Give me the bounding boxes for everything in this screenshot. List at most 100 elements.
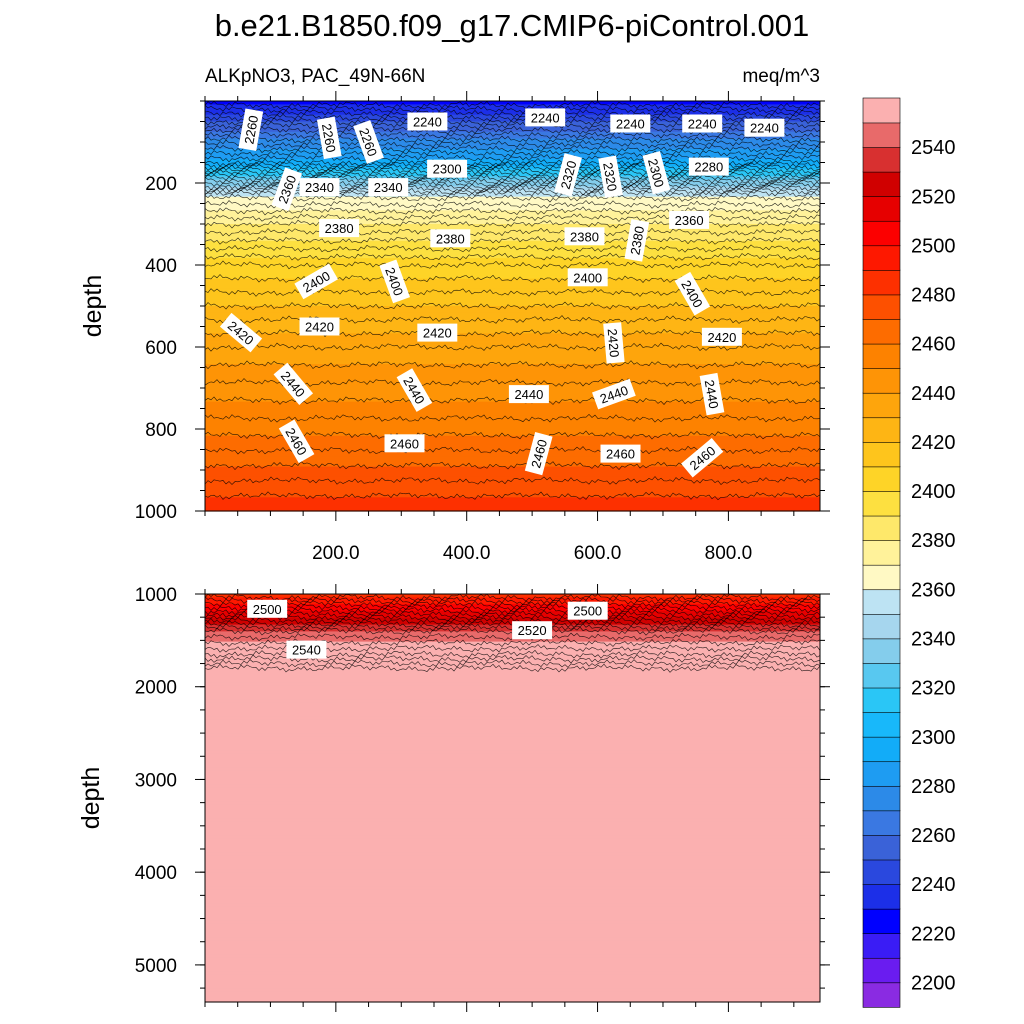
colorbar-box	[862, 982, 901, 1008]
contour-band	[205, 316, 820, 321]
contour-band	[205, 682, 820, 687]
colorbar-tick-label: 2280	[911, 776, 956, 798]
contour-line	[204, 260, 821, 270]
contour-band	[205, 357, 820, 362]
contour-band	[205, 835, 820, 840]
contour-band	[205, 422, 820, 427]
contour-label: 2540	[286, 640, 327, 659]
contour-band	[205, 974, 820, 979]
colorbar-box	[862, 662, 901, 689]
colorbar-box	[862, 539, 901, 566]
contour-band	[205, 920, 820, 925]
contour-band	[205, 940, 820, 945]
contour-band	[205, 411, 820, 416]
contour-band	[205, 278, 820, 283]
contour-band	[205, 726, 820, 731]
contour-band	[205, 849, 820, 853]
contour-line	[204, 125, 821, 135]
colorbar-box	[862, 220, 901, 247]
contour-label-bg	[610, 114, 651, 133]
contour-band	[205, 794, 820, 799]
contour-band	[205, 466, 820, 471]
contour-band	[205, 200, 820, 205]
contour-line	[204, 593, 821, 602]
contour-labels: 2500 2500 2520 2540	[247, 599, 608, 659]
colorbar-box	[862, 417, 901, 443]
contour-band	[205, 594, 820, 598]
contour-line	[204, 236, 821, 245]
colorbar-box	[862, 638, 901, 664]
colorbar-box	[862, 908, 901, 934]
contour-label: 2240	[610, 114, 651, 133]
contour-line	[204, 144, 821, 154]
contour-band	[205, 998, 820, 1003]
colorbar-box	[862, 367, 901, 394]
contour-band	[205, 866, 820, 870]
y-tick-label: 800	[145, 420, 177, 441]
contour-band	[205, 801, 820, 806]
contour-label-text: 2460	[606, 447, 635, 462]
contour-label-text: 2300	[645, 157, 667, 189]
contour-band	[205, 760, 820, 765]
contour-band	[205, 323, 820, 328]
contour-label: 2460	[384, 434, 425, 453]
contour-band	[205, 862, 820, 867]
contour-band	[205, 900, 820, 904]
contour-label: 2440	[508, 385, 549, 404]
contour-band	[205, 282, 820, 287]
contour-label-bg	[682, 114, 723, 133]
contour-label: 2380	[430, 229, 471, 248]
contour-line	[204, 613, 821, 623]
contour-label-bg	[567, 268, 608, 287]
contour-band	[205, 206, 820, 211]
contour-label-text: 2440	[514, 387, 543, 402]
contour-label-bg	[524, 431, 553, 476]
contour-band	[205, 165, 820, 170]
x-tick-label: 200.0	[312, 543, 360, 564]
contour-label: 2320	[598, 155, 623, 199]
contour-line	[204, 206, 821, 216]
y-axis-ticks: 200 400 600 800 1000	[135, 100, 830, 523]
contour-line	[204, 219, 821, 229]
contour-band	[205, 456, 820, 461]
contour-band	[205, 227, 820, 232]
contour-band	[205, 234, 820, 239]
contour-band	[205, 641, 820, 646]
contour-band	[205, 230, 820, 235]
contour-label-bg	[294, 263, 339, 300]
colorbar-box	[862, 613, 901, 640]
contour-band	[205, 405, 820, 410]
contour-band	[205, 114, 820, 119]
contour-line	[204, 171, 821, 180]
contour-band	[205, 930, 820, 935]
contour-band	[205, 435, 820, 440]
contour-label-bg	[669, 210, 710, 229]
contour-band	[205, 821, 820, 826]
y-tick-label: 4000	[135, 863, 177, 884]
contour-band	[205, 706, 820, 711]
contour-band	[205, 329, 820, 334]
contour-band	[205, 288, 820, 293]
contour-band	[205, 879, 820, 884]
contour-band	[205, 804, 820, 809]
contour-label: 2240	[682, 114, 723, 133]
contour-label-bg	[427, 159, 468, 178]
contour-label-bg	[508, 385, 549, 404]
contour-label: 2400	[379, 259, 410, 304]
contour-band	[205, 917, 820, 921]
colorbar-tick-label: 2420	[911, 432, 956, 454]
contour-band	[205, 162, 820, 167]
contour-band	[205, 302, 820, 307]
contour-band	[205, 442, 820, 447]
contour-label-text: 2520	[518, 623, 547, 638]
colorbar-box	[862, 171, 901, 197]
contour-band	[205, 699, 820, 704]
contour-label-bg	[316, 116, 342, 160]
x-tick-label: 400.0	[443, 543, 491, 564]
colorbar-box	[862, 392, 901, 419]
contour-band	[205, 285, 820, 290]
contour-band	[205, 852, 820, 857]
contour-label-text: 2240	[616, 117, 645, 132]
contour-label: 2460	[524, 431, 553, 476]
